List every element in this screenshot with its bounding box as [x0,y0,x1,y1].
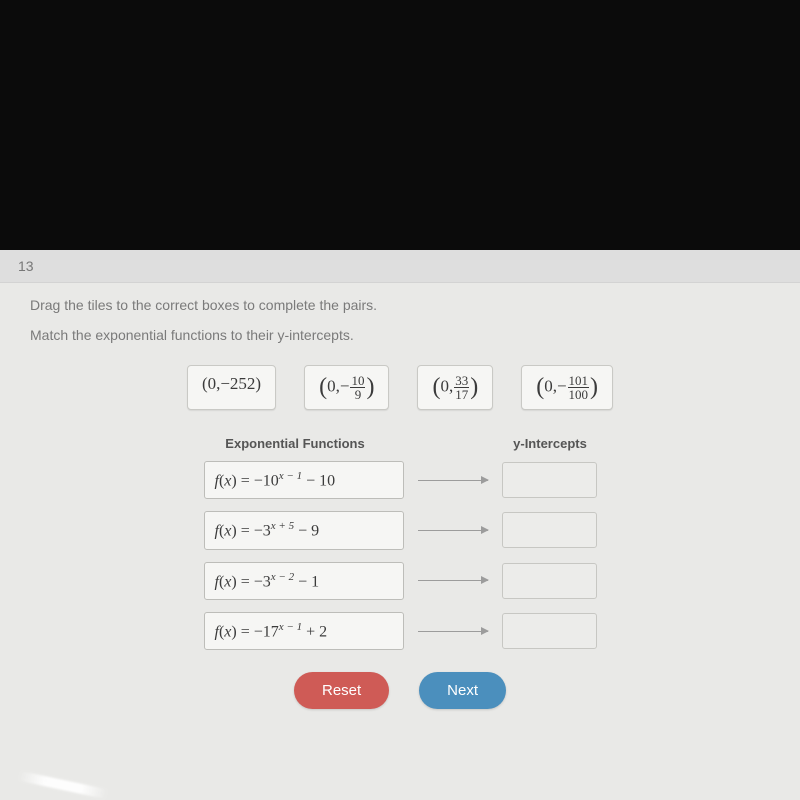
tile-2-sign: − [340,376,350,395]
paren-close: ) [470,374,478,400]
function-box-4: f(x) = −17x − 1 + 2 [204,612,404,650]
function-box-1: f(x) = −10x − 1 − 10 [204,461,404,499]
tile-2[interactable]: (0,−109) [304,365,389,410]
arrow-icon [418,631,488,632]
paren-open: ( [432,374,440,400]
column-headers: Exponential Functions y-Intercepts [30,436,770,451]
function-box-3: f(x) = −3x − 2 − 1 [204,562,404,600]
question-number-bar: 13 [0,250,800,283]
sub-instruction-text: Match the exponential functions to their… [30,327,770,343]
drop-target-2[interactable] [502,512,597,548]
drop-target-3[interactable] [502,563,597,599]
question-number: 13 [18,258,34,274]
arrow-icon [418,580,488,581]
instruction-text: Drag the tiles to the correct boxes to c… [30,297,770,313]
arrow-icon [418,480,488,481]
paren-open: ( [536,374,544,400]
tile-2-frac: 109 [350,374,365,401]
paren-open: ( [319,374,327,400]
button-row: Reset Next [30,672,770,709]
function-box-2: f(x) = −3x + 5 − 9 [204,511,404,549]
answer-tiles-row: (0,−252) (0,−109) (0,3317) (0,−101100) [30,365,770,410]
content-area: Drag the tiles to the correct boxes to c… [0,283,800,719]
worksheet-page: 13 Drag the tiles to the correct boxes t… [0,250,800,800]
tile-3-frac: 3317 [454,374,469,401]
pair-row-2: f(x) = −3x + 5 − 9 [30,511,770,549]
header-intercepts: y-Intercepts [495,436,605,451]
tile-4-frac: 101100 [568,374,590,401]
tile-1-text: (0,−252) [202,374,261,393]
tile-4[interactable]: (0,−101100) [521,365,613,410]
next-button[interactable]: Next [419,672,506,709]
tile-4-sign: − [557,376,567,395]
drop-target-1[interactable] [502,462,597,498]
paren-close: ) [366,374,374,400]
reset-button[interactable]: Reset [294,672,389,709]
pair-row-4: f(x) = −17x − 1 + 2 [30,612,770,650]
tile-1[interactable]: (0,−252) [187,365,276,410]
camera-flash-glare [18,771,108,799]
pair-row-3: f(x) = −3x − 2 − 1 [30,562,770,600]
tile-3[interactable]: (0,3317) [417,365,493,410]
arrow-icon [418,530,488,531]
pair-row-1: f(x) = −10x − 1 − 10 [30,461,770,499]
drop-target-4[interactable] [502,613,597,649]
header-functions: Exponential Functions [195,436,395,451]
photo-dark-region [0,0,800,250]
paren-close: ) [590,374,598,400]
